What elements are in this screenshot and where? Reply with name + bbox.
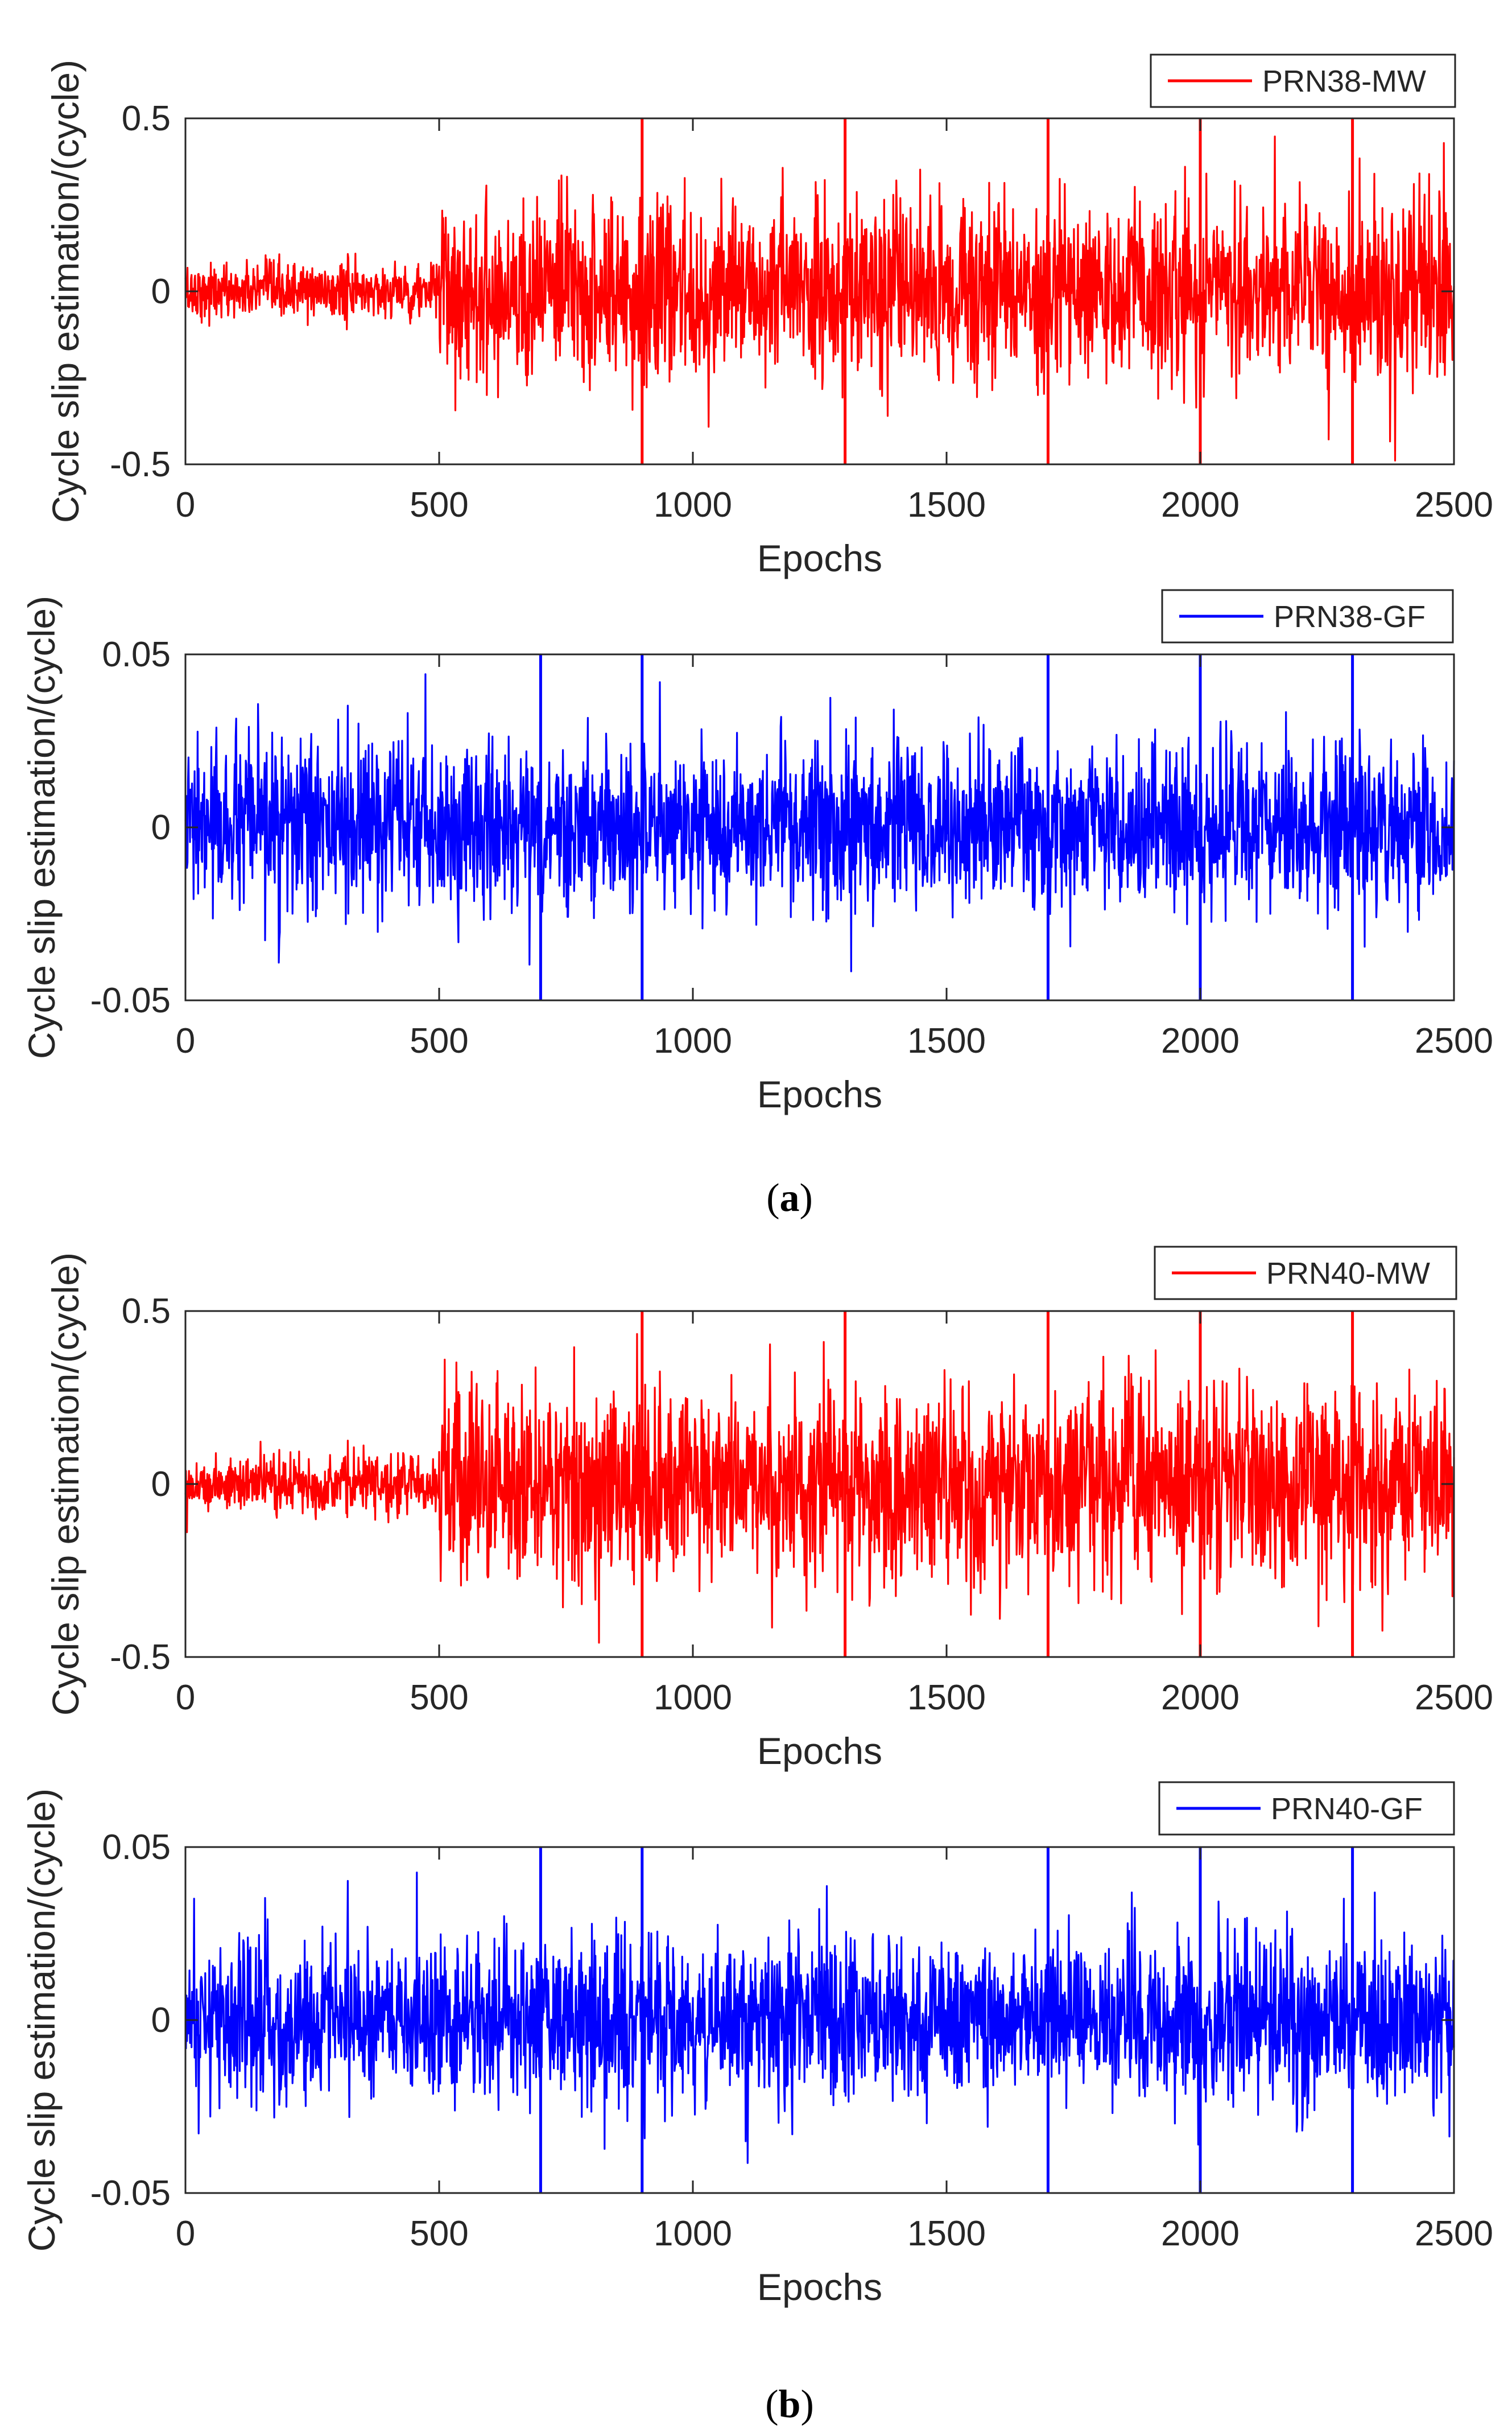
series-line: [184, 1846, 1455, 2164]
caption-b-open: (: [765, 2383, 778, 2426]
plots-layer: 0 500 1000 1500 2000 2500-0.500.5EpochsCycle …: [20, 53, 1493, 2308]
x-tick-label: 1000: [654, 1678, 732, 1717]
caption-a-letter: a: [780, 1176, 800, 1220]
caption-a-open: (: [766, 1176, 779, 1220]
x-tick-label: 0: [176, 485, 195, 525]
x-axis-label: Epochs: [757, 1730, 882, 1772]
x-tick-label: 0: [176, 2214, 195, 2253]
y-axis-label: Cycle slip estimation/(cycle): [44, 60, 86, 523]
y-tick-label: 0.5: [122, 99, 171, 138]
x-tick-label: 1000: [654, 485, 732, 525]
y-tick-label: 0.05: [102, 635, 171, 674]
series-line: [184, 117, 1455, 461]
y-axis-label: Cycle slip estimation/(cycle): [20, 596, 63, 1059]
panel-b-top: 0 500 1000 1500 2000 2500-0.500.5EpochsCycle …: [44, 1246, 1493, 1772]
legend: PRN38-MW: [1150, 53, 1456, 108]
legend-label: PRN40-GF: [1271, 1792, 1423, 1826]
legend-label: PRN38-GF: [1274, 600, 1426, 634]
legend: PRN40-MW: [1154, 1246, 1457, 1300]
x-tick-label: 1500: [907, 1021, 986, 1061]
caption-b-close: ): [800, 2383, 813, 2426]
caption-a: (a): [766, 1176, 813, 1220]
x-tick-label: 1000: [654, 1021, 732, 1061]
x-tick-label: 2500: [1415, 1021, 1493, 1061]
x-axis-label: Epochs: [757, 1073, 882, 1115]
y-tick-label: 0: [151, 1465, 171, 1504]
y-tick-label: 0: [151, 808, 171, 847]
y-tick-label: -0.5: [110, 1638, 171, 1677]
x-tick-label: 1500: [907, 485, 986, 525]
x-axis-label: Epochs: [757, 2266, 882, 2308]
y-tick-label: -0.05: [90, 981, 171, 1020]
y-tick-label: -0.05: [90, 2174, 171, 2213]
series-line: [184, 1310, 1455, 1644]
legend-label: PRN40-MW: [1266, 1256, 1430, 1291]
x-tick-label: 500: [410, 1021, 468, 1061]
x-tick-label: 500: [410, 1678, 468, 1717]
y-tick-label: 0.05: [102, 1828, 171, 1867]
caption-b: (b): [765, 2383, 814, 2426]
caption-b-letter: b: [779, 2383, 801, 2426]
series-line: [184, 653, 1455, 972]
x-tick-label: 1500: [907, 2214, 986, 2253]
x-tick-label: 2000: [1161, 1678, 1240, 1717]
y-tick-label: 0: [151, 2001, 171, 2040]
panel-b-bottom: 0 500 1000 1500 2000 2500-0.0500.05EpochsCycl…: [20, 1781, 1493, 2308]
x-tick-label: 2500: [1415, 1678, 1493, 1717]
x-tick-label: 2500: [1415, 2214, 1493, 2253]
x-tick-label: 2000: [1161, 485, 1240, 525]
x-tick-label: 2500: [1415, 485, 1493, 525]
legend: PRN38-GF: [1161, 589, 1454, 644]
panel-a-bottom: 0 500 1000 1500 2000 2500-0.0500.05EpochsCycl…: [20, 589, 1493, 1115]
legend-label: PRN38-MW: [1262, 64, 1426, 98]
x-tick-label: 500: [410, 485, 468, 525]
legend: PRN40-GF: [1158, 1781, 1455, 1836]
panel-a-top: 0 500 1000 1500 2000 2500-0.500.5EpochsCycle …: [44, 53, 1493, 579]
y-tick-label: 0: [151, 272, 171, 311]
x-tick-label: 2000: [1161, 1021, 1240, 1061]
x-tick-label: 500: [410, 2214, 468, 2253]
x-axis-label: Epochs: [757, 537, 882, 579]
y-axis-label: Cycle slip estimation/(cycle): [20, 1788, 63, 2252]
y-tick-label: -0.5: [110, 445, 171, 484]
x-tick-label: 1000: [654, 2214, 732, 2253]
x-tick-label: 2000: [1161, 2214, 1240, 2253]
x-tick-label: 1500: [907, 1678, 986, 1717]
y-tick-label: 0.5: [122, 1292, 171, 1331]
x-tick-label: 0: [176, 1678, 195, 1717]
x-tick-label: 0: [176, 1021, 195, 1061]
caption-a-close: ): [800, 1176, 813, 1220]
legend-box: [1158, 1781, 1455, 1836]
y-axis-label: Cycle slip estimation/(cycle): [44, 1252, 86, 1716]
